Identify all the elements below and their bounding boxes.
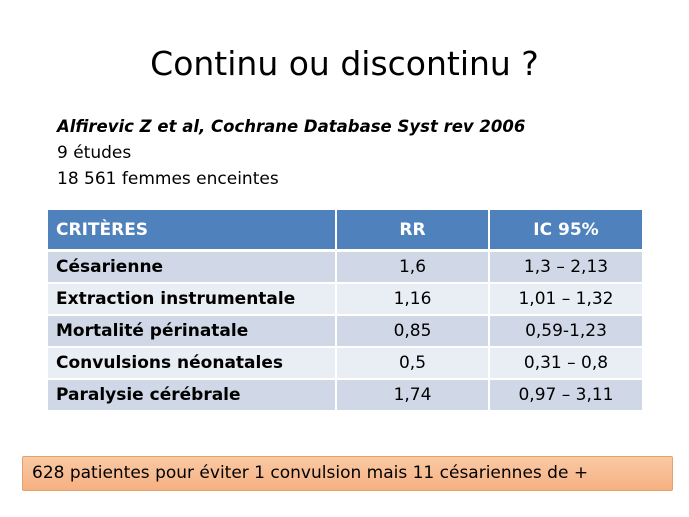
table-row: Paralysie cérébrale 1,74 0,97 – 3,11: [48, 380, 642, 412]
ic-cell: 1,01 – 1,32: [490, 284, 642, 316]
rr-cell: 0,85: [337, 316, 490, 348]
rr-cell: 1,74: [337, 380, 490, 412]
criterion-cell: Extraction instrumentale: [48, 284, 337, 316]
ic-cell: 0,97 – 3,11: [490, 380, 642, 412]
header-ic: IC 95%: [490, 210, 642, 252]
women-count: 18 561 femmes enceintes: [57, 169, 279, 189]
slide-title: Continu ou discontinu ?: [150, 44, 539, 83]
criterion-cell: Paralysie cérébrale: [48, 380, 337, 412]
rr-cell: 1,6: [337, 252, 490, 284]
results-table: CRITÈRES RR IC 95% Césarienne 1,6 1,3 – …: [48, 210, 642, 412]
citation: Alfirevic Z et al, Cochrane Database Sys…: [57, 117, 526, 136]
ic-cell: 0,59-1,23: [490, 316, 642, 348]
header-criteria: CRITÈRES: [48, 210, 337, 252]
criterion-cell: Césarienne: [48, 252, 337, 284]
rr-cell: 0,5: [337, 348, 490, 380]
table-row: Césarienne 1,6 1,3 – 2,13: [48, 252, 642, 284]
study-info: Alfirevic Z et al, Cochrane Database Sys…: [57, 114, 525, 192]
table-header-row: CRITÈRES RR IC 95%: [48, 210, 642, 252]
criterion-cell: Mortalité périnatale: [48, 316, 337, 348]
table-row: Mortalité périnatale 0,85 0,59-1,23: [48, 316, 642, 348]
criterion-cell: Convulsions néonatales: [48, 348, 337, 380]
table-row: Extraction instrumentale 1,16 1,01 – 1,3…: [48, 284, 642, 316]
ic-cell: 0,31 – 0,8: [490, 348, 642, 380]
conclusion-box: 628 patientes pour éviter 1 convulsion m…: [22, 456, 673, 491]
studies-count: 9 études: [57, 143, 132, 163]
rr-cell: 1,16: [337, 284, 490, 316]
table-row: Convulsions néonatales 0,5 0,31 – 0,8: [48, 348, 642, 380]
header-rr: RR: [337, 210, 490, 252]
ic-cell: 1,3 – 2,13: [490, 252, 642, 284]
